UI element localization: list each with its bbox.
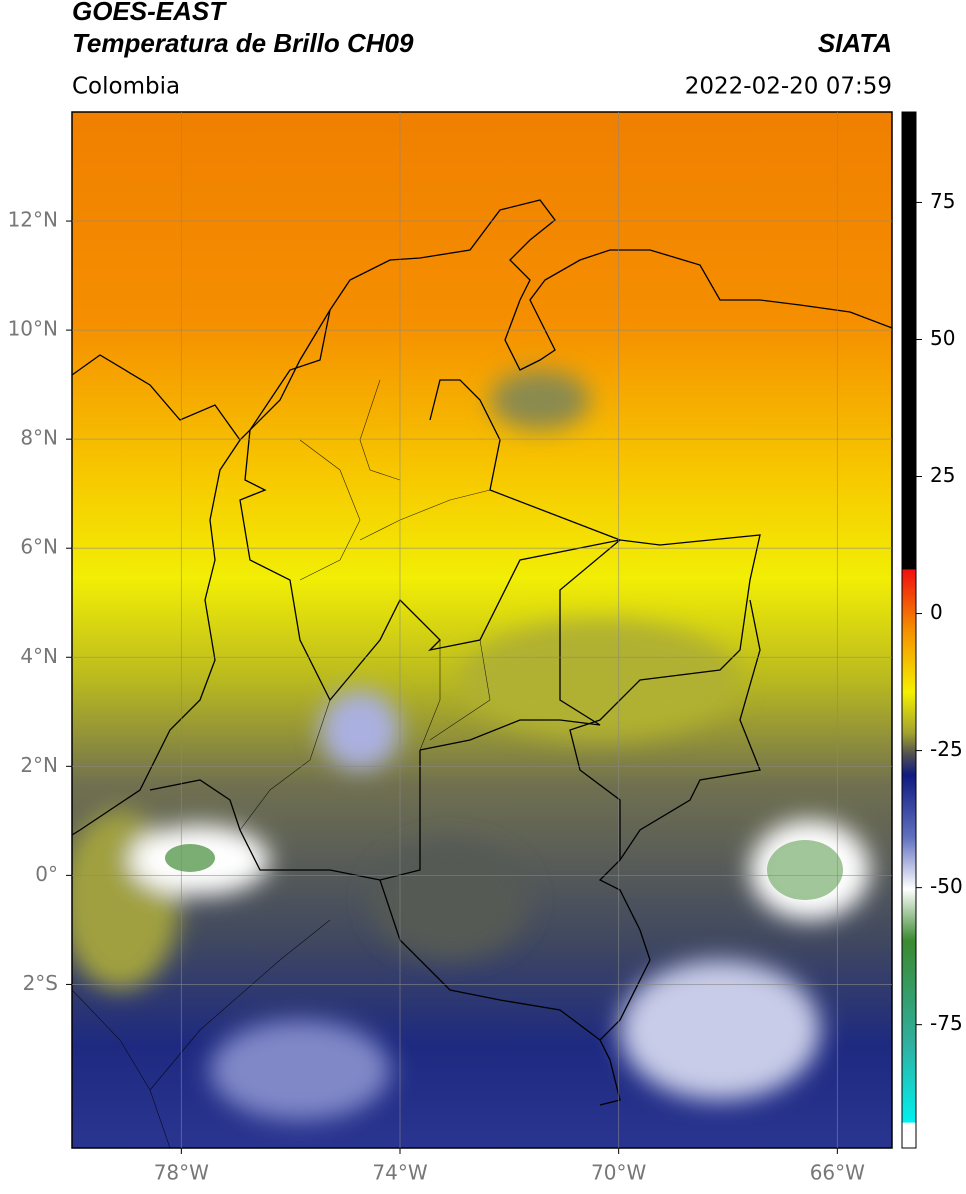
y-tick-label: 0° (35, 862, 58, 886)
source: SIATA (818, 28, 892, 58)
region: Colombia (72, 74, 180, 100)
colorbar-tick-label: -75 (930, 1011, 963, 1035)
colorbar-tick-label: 0 (930, 600, 943, 624)
colorbar-tick-label: 25 (930, 463, 955, 487)
colorbar-tick-label: -50 (930, 874, 963, 898)
y-tick-label: 6°N (20, 535, 58, 559)
satellite: GOES-EAST (72, 0, 227, 26)
colorbar-tick-label: -25 (930, 737, 963, 761)
map-image (72, 112, 892, 1148)
x-tick-label: 66°W (810, 1161, 865, 1185)
y-tick-label: 2°S (23, 971, 58, 995)
y-tick-label: 12°N (8, 208, 58, 232)
product: Temperatura de Brillo CH09 (72, 28, 414, 58)
x-tick-label: 70°W (591, 1161, 646, 1185)
y-tick-label: 10°N (8, 317, 58, 341)
colorbar (901, 111, 917, 1149)
x-tick-label: 74°W (372, 1161, 427, 1185)
x-tick-label: 78°W (154, 1161, 209, 1185)
colorbar-tick-label: 75 (930, 189, 955, 213)
map-frame (71, 111, 893, 1149)
y-tick-label: 4°N (20, 644, 58, 668)
datetime: 2022-02-20 07:59 (685, 74, 892, 100)
colorbar-tick-label: 50 (930, 326, 955, 350)
y-tick-label: 8°N (20, 426, 58, 450)
y-tick-label: 2°N (20, 753, 58, 777)
